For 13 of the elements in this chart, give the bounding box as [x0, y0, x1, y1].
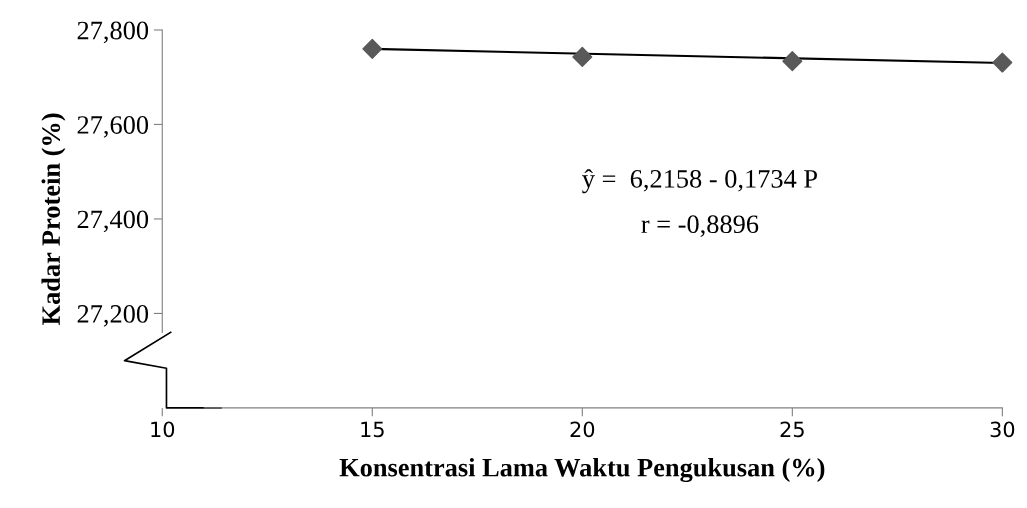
annotation: ŷ = 6,2158 - 0,1734 P [582, 169, 817, 194]
y-axis-title: Kadar Protein (%) [41, 113, 66, 326]
x-tick-label: 15 [361, 421, 384, 438]
y-tick-label: 27,400 [77, 210, 149, 233]
annotation: r = -0,8896 [641, 215, 759, 237]
x-tick-label: 10 [151, 421, 175, 438]
x-axis-title: Konsentrasi Lama Waktu Pengukusan (%) [339, 457, 825, 483]
x-tick-label: 30 [990, 421, 1015, 438]
y-tick-label: 27,600 [77, 116, 149, 138]
y-tick-label: 27,200 [77, 305, 149, 327]
y-tick-label: 27,800 [77, 21, 149, 44]
x-tick-label: 20 [570, 421, 595, 438]
x-tick-label: 25 [780, 421, 804, 438]
